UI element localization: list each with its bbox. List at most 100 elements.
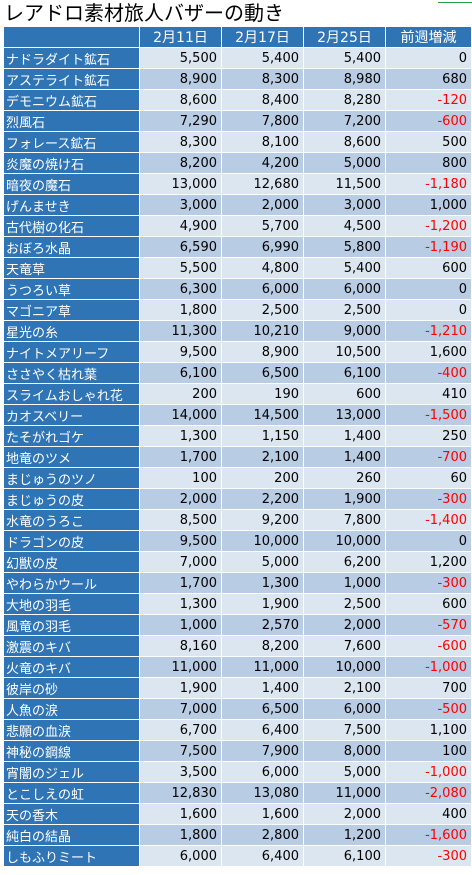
item-name-cell: 幻獣の皮 (3, 551, 140, 573)
item-name-cell: 宵闇のジェル (3, 761, 140, 783)
weekly-diff-cell: -1,200 (385, 215, 472, 237)
table-row: やわらかウール 1,700 1,300 1,000 -300 (3, 572, 472, 594)
table-row: ささやく枯れ葉 6,100 6,500 6,100 -400 (3, 362, 472, 384)
price-feb11-cell: 8,500 (139, 509, 222, 531)
table-row: げんませき 3,000 2,000 3,000 1,000 (3, 194, 472, 216)
price-feb11-cell: 1,900 (139, 677, 222, 699)
sheet-edge-line (438, 2, 472, 3)
price-feb25-cell: 9,000 (303, 320, 386, 342)
price-feb25-cell: 2,500 (303, 593, 386, 615)
header-row: 2月11日 2月17日 2月25日 前週増減 (3, 26, 472, 48)
item-name-cell: 彼岸の砂 (3, 677, 140, 699)
price-feb17-cell: 5,700 (221, 215, 304, 237)
table-row: 暗夜の魔石 13,000 12,680 11,500 -1,180 (3, 173, 472, 195)
price-feb11-cell: 11,000 (139, 656, 222, 678)
weekly-diff-cell: 400 (385, 803, 472, 825)
weekly-diff-cell: -1,190 (385, 236, 472, 258)
item-name-cell: スライムおしゃれ花 (3, 383, 140, 405)
weekly-diff-cell: -120 (385, 89, 472, 111)
price-feb17-cell: 6,990 (221, 236, 304, 258)
price-feb17-cell: 8,200 (221, 635, 304, 657)
item-name-cell: 地竜のツメ (3, 446, 140, 468)
price-feb25-cell: 10,500 (303, 341, 386, 363)
item-name-cell: やわらかウール (3, 572, 140, 594)
price-feb17-cell: 2,100 (221, 446, 304, 468)
price-feb25-cell: 1,000 (303, 572, 386, 594)
weekly-diff-cell: -600 (385, 110, 472, 132)
price-feb17-cell: 9,200 (221, 509, 304, 531)
weekly-diff-cell: -700 (385, 446, 472, 468)
weekly-diff-cell: 500 (385, 131, 472, 153)
weekly-diff-cell: 800 (385, 152, 472, 174)
price-feb25-cell: 2,100 (303, 677, 386, 699)
price-feb25-cell: 5,400 (303, 257, 386, 279)
price-feb17-cell: 6,500 (221, 698, 304, 720)
weekly-diff-cell: 0 (385, 47, 472, 69)
price-feb17-cell: 1,400 (221, 677, 304, 699)
price-feb25-cell: 7,200 (303, 110, 386, 132)
price-feb17-cell: 190 (221, 383, 304, 405)
table-row: 大地の羽毛 1,300 1,900 2,500 600 (3, 593, 472, 615)
item-name-cell: たそがれゴケ (3, 425, 140, 447)
table-row: しもふりミート 6,000 6,400 6,100 -300 (3, 845, 472, 867)
price-feb11-cell: 7,000 (139, 551, 222, 573)
price-feb11-cell: 7,500 (139, 740, 222, 762)
item-name-cell: デモニウム鉱石 (3, 89, 140, 111)
price-feb25-cell: 8,980 (303, 68, 386, 90)
price-feb25-cell: 1,200 (303, 824, 386, 846)
price-feb25-cell: 11,000 (303, 782, 386, 804)
price-feb11-cell: 6,100 (139, 362, 222, 384)
item-name-cell: 水竜のうろこ (3, 509, 140, 531)
price-feb25-cell: 11,500 (303, 173, 386, 195)
table-row: ナドラダイト鉱石 5,500 5,400 5,400 0 (3, 47, 472, 69)
price-feb25-cell: 10,000 (303, 656, 386, 678)
page-title: レアドロ素材旅人バザーの動き (4, 1, 284, 25)
item-name-cell: 純白の結晶 (3, 824, 140, 846)
table-body: ナドラダイト鉱石 5,500 5,400 5,400 0 アステライト鉱石 8,900 8,3… (3, 47, 472, 867)
table-row: 幻獣の皮 7,000 5,000 6,200 1,200 (3, 551, 472, 573)
header-corner (3, 26, 140, 48)
weekly-diff-cell: 1,200 (385, 551, 472, 573)
weekly-diff-cell: 0 (385, 278, 472, 300)
table-row: 人魚の涙 7,000 6,500 6,000 -500 (3, 698, 472, 720)
item-name-cell: ナイトメアリーフ (3, 341, 140, 363)
price-feb11-cell: 13,000 (139, 173, 222, 195)
price-feb11-cell: 8,160 (139, 635, 222, 657)
price-feb11-cell: 7,000 (139, 698, 222, 720)
item-name-cell: 天竜草 (3, 257, 140, 279)
price-feb25-cell: 10,000 (303, 530, 386, 552)
price-feb25-cell: 7,600 (303, 635, 386, 657)
item-name-cell: まじゅうのツノ (3, 467, 140, 489)
price-feb17-cell: 8,100 (221, 131, 304, 153)
table-row: うつろい草 6,300 6,000 6,000 0 (3, 278, 472, 300)
price-feb17-cell: 6,400 (221, 845, 304, 867)
price-feb11-cell: 3,500 (139, 761, 222, 783)
item-name-cell: 激震のキバ (3, 635, 140, 657)
price-feb17-cell: 11,000 (221, 656, 304, 678)
price-feb25-cell: 6,000 (303, 278, 386, 300)
item-name-cell: 星光の糸 (3, 320, 140, 342)
price-feb17-cell: 1,150 (221, 425, 304, 447)
item-name-cell: とこしえの虹 (3, 782, 140, 804)
weekly-diff-cell: 600 (385, 257, 472, 279)
table-row: ナイトメアリーフ 9,500 8,900 10,500 1,600 (3, 341, 472, 363)
item-name-cell: ドラゴンの皮 (3, 530, 140, 552)
weekly-diff-cell: 0 (385, 530, 472, 552)
price-feb11-cell: 11,300 (139, 320, 222, 342)
weekly-diff-cell: -400 (385, 362, 472, 384)
item-name-cell: 天の香木 (3, 803, 140, 825)
table-row: 彼岸の砂 1,900 1,400 2,100 700 (3, 677, 472, 699)
price-feb25-cell: 2,000 (303, 803, 386, 825)
price-feb17-cell: 10,000 (221, 530, 304, 552)
weekly-diff-cell: -300 (385, 845, 472, 867)
price-feb17-cell: 6,400 (221, 719, 304, 741)
weekly-diff-cell: -1,180 (385, 173, 472, 195)
table-row: 悲願の血涙 6,700 6,400 7,500 1,100 (3, 719, 472, 741)
item-name-cell: げんませき (3, 194, 140, 216)
price-feb17-cell: 12,680 (221, 173, 304, 195)
price-feb25-cell: 13,000 (303, 404, 386, 426)
price-feb11-cell: 5,500 (139, 47, 222, 69)
price-feb11-cell: 8,200 (139, 152, 222, 174)
table-row: 火竜のキバ 11,000 11,000 10,000 -1,000 (3, 656, 472, 678)
weekly-diff-cell: 0 (385, 299, 472, 321)
